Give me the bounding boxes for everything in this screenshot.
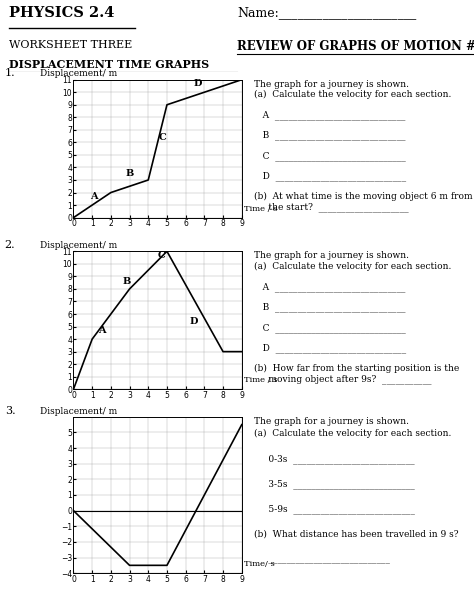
Text: REVIEW OF GRAPHS OF MOTION #1: REVIEW OF GRAPHS OF MOTION #1: [237, 40, 474, 53]
Text: C  _____________________________: C _____________________________: [254, 323, 405, 332]
Text: D: D: [193, 79, 201, 88]
Text: the start?  ____________________: the start? ____________________: [254, 202, 408, 212]
Text: Displacement/ m: Displacement/ m: [40, 69, 118, 78]
Text: 5-9s  ___________________________: 5-9s ___________________________: [254, 504, 414, 514]
Text: Time/ s: Time/ s: [244, 560, 275, 568]
Text: The graph for a journey is shown.: The graph for a journey is shown.: [254, 251, 409, 261]
Text: B  _____________________________: B _____________________________: [254, 131, 405, 140]
Text: (b)  What distance has been travelled in 9 s?: (b) What distance has been travelled in …: [254, 530, 458, 538]
Text: D  _____________________________: D _____________________________: [254, 172, 406, 181]
Text: The graph for a journey is shown.: The graph for a journey is shown.: [254, 417, 409, 426]
Text: B: B: [122, 277, 130, 286]
Text: Time / s: Time / s: [244, 205, 277, 213]
Text: D: D: [190, 317, 198, 326]
Text: 2.: 2.: [5, 240, 15, 250]
Text: (a)  Calculate the velocity for each section.: (a) Calculate the velocity for each sect…: [254, 90, 451, 99]
Text: PHYSICS 2.4: PHYSICS 2.4: [9, 6, 115, 20]
Text: A: A: [98, 326, 105, 335]
Text: WORKSHEET THREE: WORKSHEET THREE: [9, 40, 133, 50]
Text: A: A: [90, 192, 98, 201]
Text: moving object after 9s?  ___________: moving object after 9s? ___________: [254, 374, 431, 384]
Text: The graph for a journey is shown.: The graph for a journey is shown.: [254, 80, 409, 89]
Text: 1.: 1.: [5, 69, 15, 78]
Text: (a)  Calculate the velocity for each section.: (a) Calculate the velocity for each sect…: [254, 262, 451, 271]
Text: DISPLACEMENT TIME GRAPHS: DISPLACEMENT TIME GRAPHS: [9, 59, 210, 70]
Text: C: C: [157, 251, 165, 259]
Text: Name:______________________: Name:______________________: [237, 6, 416, 19]
Text: B  _____________________________: B _____________________________: [254, 302, 405, 312]
Text: Displacement/ m: Displacement/ m: [40, 241, 118, 250]
Text: (b)  At what time is the moving object 6 m from: (b) At what time is the moving object 6 …: [254, 192, 472, 201]
Text: A  _____________________________: A _____________________________: [254, 282, 405, 292]
Text: 3.: 3.: [5, 406, 15, 416]
Text: Time / s: Time / s: [244, 376, 277, 384]
Text: (b)  How far from the starting position is the: (b) How far from the starting position i…: [254, 364, 459, 373]
Text: (a)  Calculate the velocity for each section.: (a) Calculate the velocity for each sect…: [254, 429, 451, 438]
Text: B: B: [126, 169, 134, 178]
Text: 0-3s  ___________________________: 0-3s ___________________________: [254, 454, 414, 464]
Text: 3-5s  ___________________________: 3-5s ___________________________: [254, 479, 414, 489]
Text: ___________________________: ___________________________: [254, 554, 390, 563]
Text: Displacement/ m: Displacement/ m: [40, 406, 118, 416]
Text: D  _____________________________: D _____________________________: [254, 343, 406, 353]
Text: C  _____________________________: C _____________________________: [254, 151, 405, 161]
Text: A  _____________________________: A _____________________________: [254, 110, 405, 120]
Text: C: C: [158, 133, 166, 142]
